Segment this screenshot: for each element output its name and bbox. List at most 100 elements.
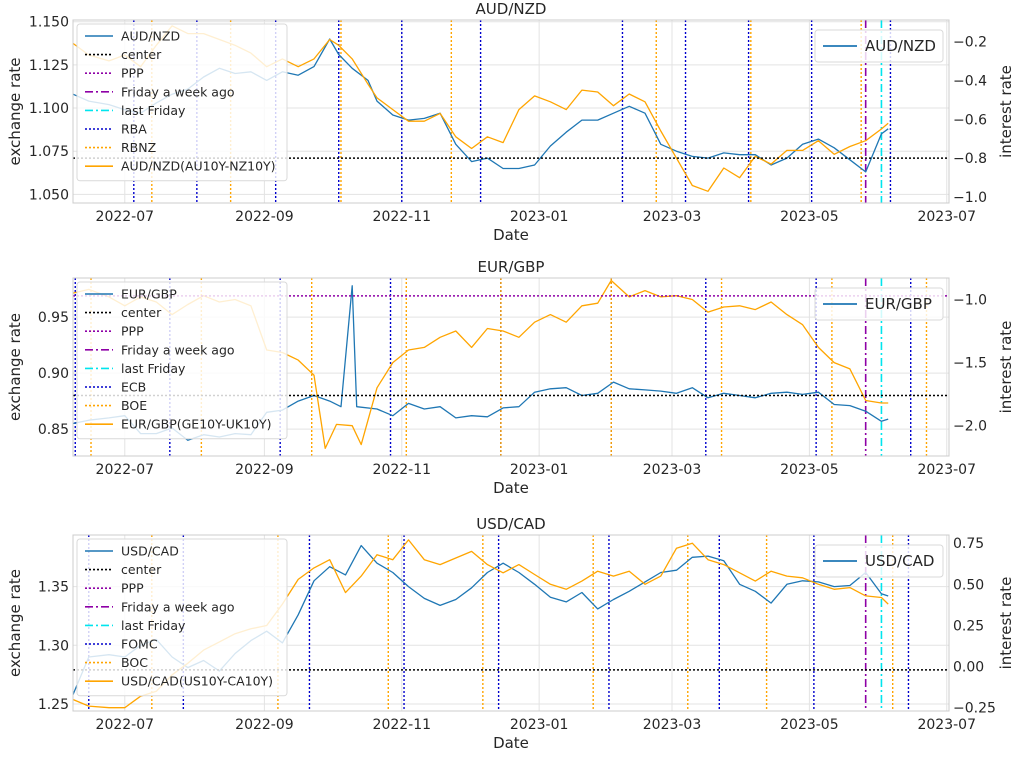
legend-label: center	[121, 305, 162, 320]
y-right-tick-label: −2.0	[953, 419, 987, 435]
x-tick-label: 2023-01	[510, 209, 569, 225]
plot-frame	[72, 277, 950, 457]
x-tick-label: 2023-03	[643, 209, 702, 225]
chart-panel-aud-nzd: 2022-07 2022-09 2022-11 2023-01 2023-03 2023-…	[6, 0, 1015, 244]
legend-box	[814, 287, 944, 321]
y-right-tick-label: −0.6	[953, 112, 987, 128]
x-tick-label: 2023-01	[510, 717, 569, 733]
legend-box	[76, 281, 288, 440]
y-right-tick-label: −0.25	[953, 701, 996, 717]
x-tick-label: 2022-09	[235, 717, 294, 733]
chart-title: AUD/NZD	[476, 0, 547, 18]
chart-panel-usd-cad: 2022-07 2022-09 2022-11 2023-01 2023-03 2023-…	[6, 515, 1015, 752]
legend-label: USD/CAD(US10Y-CA10Y)	[121, 674, 273, 689]
legend-box	[814, 544, 944, 578]
y-right-tick-label: −1.5	[953, 356, 987, 372]
chart-title: USD/CAD	[476, 515, 545, 533]
legend-label: BOC	[121, 655, 148, 670]
plot-frame	[72, 19, 950, 204]
x-tick-label: 2023-05	[780, 209, 839, 225]
x-tick-label: 2023-07	[917, 209, 976, 225]
legend-label: last Friday	[121, 103, 186, 118]
x-tick-label: 2022-07	[96, 717, 155, 733]
legend-label: center	[121, 47, 162, 62]
legend-label: EUR/GBP(GE10Y-UK10Y)	[121, 417, 272, 432]
tick-labels: 2022-07 2022-09 2022-11 2023-01 2023-03 2023-…	[38, 536, 996, 733]
y-right-tick-label: 0.25	[953, 618, 984, 634]
legend-label: EUR/GBP	[865, 295, 932, 313]
y-right-tick-label: −0.4	[953, 73, 987, 89]
y-right-tick-label: −0.8	[953, 151, 987, 167]
legend-right: USD/CAD	[814, 544, 944, 578]
x-tick-label: 2023-03	[643, 717, 702, 733]
legend-label: PPP	[121, 581, 144, 596]
tick-labels: 2022-07 2022-09 2022-11 2023-01 2023-03 2023-…	[29, 15, 987, 225]
legend-label: AUD/NZD	[121, 29, 180, 44]
legend-right: EUR/GBP	[814, 287, 944, 321]
x-axis-label: Date	[493, 226, 529, 244]
x-tick-label: 2023-05	[780, 717, 839, 733]
x-tick-label: 2022-09	[235, 462, 294, 478]
y-axis-label: exchange rate	[6, 57, 24, 165]
x-tick-label: 2022-11	[373, 717, 432, 733]
legend-label: RBNZ	[121, 140, 156, 155]
legend-box	[76, 23, 288, 182]
y-axis-label-right: interest rate	[997, 577, 1015, 670]
legend-label: PPP	[121, 66, 144, 81]
y-axis-label: exchange rate	[6, 313, 24, 421]
y-tick-label: 1.125	[29, 58, 69, 74]
x-tick-label: 2023-03	[643, 462, 702, 478]
x-tick-label: 2022-11	[373, 462, 432, 478]
y-tick-label: 1.30	[38, 638, 69, 654]
y-right-tick-label: 0.75	[953, 536, 984, 552]
legend-label: USD/CAD	[121, 544, 179, 559]
legend-left: USD/CAD center PPP Friday a week ago last Fr…	[76, 538, 288, 697]
y-tick-label: 1.050	[29, 187, 69, 203]
legend-label: PPP	[121, 324, 144, 339]
y-right-tick-label: −0.2	[953, 34, 987, 50]
legend-label: center	[121, 562, 162, 577]
legend-label: EUR/GBP	[121, 287, 177, 302]
y-axis-label-right: interest rate	[997, 65, 1015, 158]
x-tick-label: 2022-07	[96, 462, 155, 478]
y-axis-label: exchange rate	[6, 569, 24, 677]
x-tick-label: 2022-11	[373, 209, 432, 225]
legend-label: last Friday	[121, 361, 186, 376]
legend-label: FOMC	[121, 637, 158, 652]
y-tick-label: 0.90	[38, 366, 69, 382]
legend-label: USD/CAD	[865, 552, 934, 570]
y-right-tick-label: −1.0	[953, 190, 987, 206]
x-tick-label: 2023-07	[917, 717, 976, 733]
x-axis-label: Date	[493, 479, 529, 497]
legend-label: ECB	[121, 380, 146, 395]
y-tick-label: 1.25	[38, 697, 69, 713]
y-tick-label: 1.150	[29, 15, 69, 31]
legend-label: RBA	[121, 122, 147, 137]
legend-box	[814, 29, 944, 63]
y-right-tick-label: 0.50	[953, 577, 984, 593]
legend-label: AUD/NZD(AU10Y-NZ10Y)	[121, 159, 276, 174]
chart-title: EUR/GBP	[478, 258, 545, 276]
plot-frame	[72, 534, 950, 712]
legend-label: BOE	[121, 398, 147, 413]
x-axis-label: Date	[493, 734, 529, 752]
legend-right: AUD/NZD	[814, 29, 944, 63]
legend-label: Friday a week ago	[121, 599, 235, 614]
legend-label: Friday a week ago	[121, 84, 235, 99]
legend-left: AUD/NZD center PPP Friday a week ago last Fr…	[76, 23, 288, 182]
legend-left: EUR/GBP center PPP Friday a week ago last Fr…	[76, 281, 288, 440]
y-right-tick-label: 0.00	[953, 660, 984, 676]
x-tick-label: 2022-09	[235, 209, 294, 225]
legend-label: Friday a week ago	[121, 342, 235, 357]
y-tick-label: 0.95	[38, 310, 69, 326]
legend-label: last Friday	[121, 618, 186, 633]
y-tick-label: 0.85	[38, 422, 69, 438]
x-tick-label: 2023-01	[510, 462, 569, 478]
y-tick-label: 1.100	[29, 101, 69, 117]
tick-labels: 2022-07 2022-09 2022-11 2023-01 2023-03 2023-…	[38, 292, 987, 478]
x-tick-label: 2023-07	[917, 462, 976, 478]
legend-label: AUD/NZD	[865, 37, 936, 55]
x-tick-label: 2023-05	[780, 462, 839, 478]
chart-panel-eur-gbp: 2022-07 2022-09 2022-11 2023-01 2023-03 2023-…	[6, 258, 1015, 497]
